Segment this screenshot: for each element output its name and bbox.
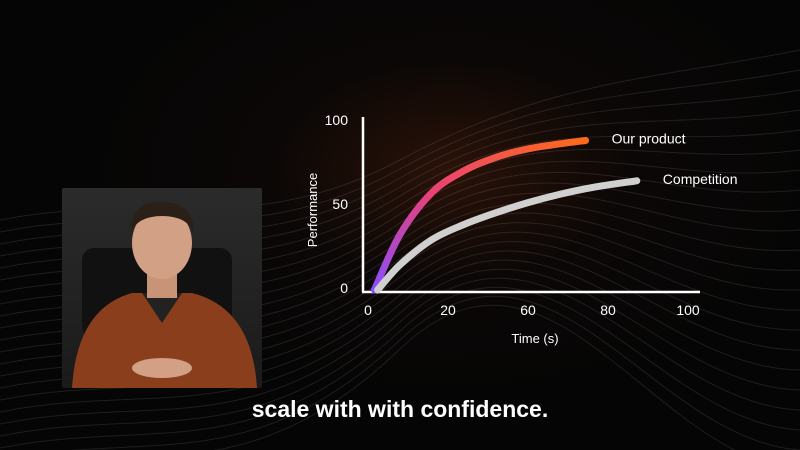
our-product-label: Our product	[612, 130, 686, 146]
competition-line	[374, 177, 641, 294]
competition-label: Competition	[663, 171, 738, 187]
x-tick-label: 0	[364, 302, 372, 318]
y-tick-label: 50	[332, 196, 348, 212]
y-tick-label: 100	[325, 112, 349, 128]
wave-line	[0, 277, 800, 437]
y-tick-label: 0	[340, 280, 348, 296]
presenter-video	[62, 188, 262, 388]
our-product-line	[370, 136, 590, 294]
x-tick-label: 80	[600, 302, 616, 318]
presenter-image	[72, 201, 257, 388]
wave-line	[0, 268, 800, 425]
wave-line	[0, 259, 800, 413]
x-tick-label: 100	[676, 302, 700, 318]
wave-line	[70, 295, 800, 450]
wave-line	[0, 286, 800, 449]
x-tick-label: 60	[520, 302, 536, 318]
x-axis-label: Time (s)	[511, 331, 558, 346]
y-axis-label: Performance	[305, 173, 320, 247]
wave-line	[214, 304, 736, 450]
x-tick-label: 20	[440, 302, 456, 318]
caption: scale with with confidence.	[251, 396, 549, 422]
